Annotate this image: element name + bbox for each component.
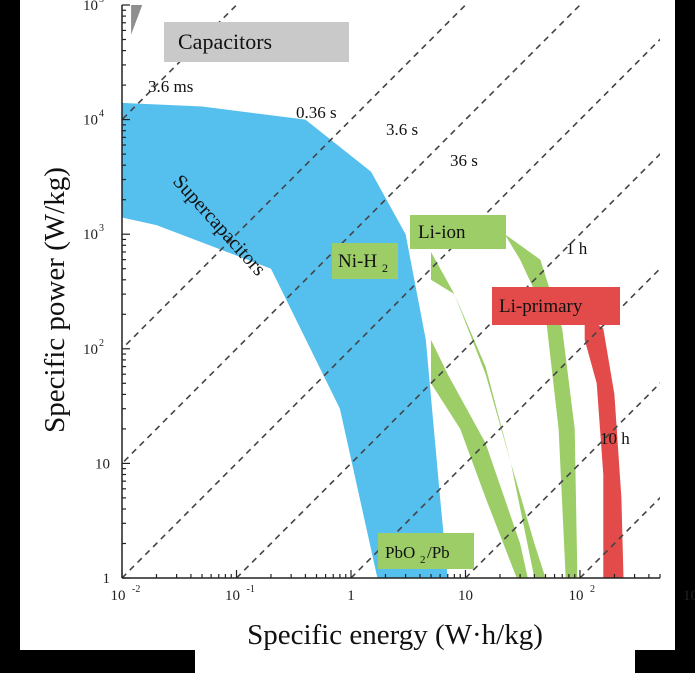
time-label-1: 0.36 s xyxy=(296,103,337,122)
time-line-4 xyxy=(235,152,660,578)
li-ion-label-box xyxy=(410,215,506,249)
region-supercapacitors xyxy=(122,102,448,578)
x-tick-label: 10 xyxy=(683,588,695,604)
y-tick-exponent: 5 xyxy=(99,0,104,5)
time-line-0 xyxy=(122,5,238,121)
time-label-4: 1 h xyxy=(566,239,588,258)
y-axis-title: Specific power (W/kg) xyxy=(39,167,71,433)
time-line-2 xyxy=(122,5,581,465)
region-capacitors xyxy=(131,5,143,35)
li-ion-label: Li-ion xyxy=(418,222,466,243)
x-axis-title: Specific energy (W·h/kg) xyxy=(247,619,543,651)
y-tick-exponent: 4 xyxy=(99,109,104,120)
li-primary-label: Li-primary xyxy=(499,296,583,317)
y-tick-label: 10 xyxy=(83,342,98,358)
x-tick-label: 1 xyxy=(347,588,355,604)
time-line-1 xyxy=(122,5,467,350)
y-tick-exponent: 3 xyxy=(99,223,104,234)
region-ni-h xyxy=(431,252,546,578)
time-label-5: 10 h xyxy=(600,429,630,448)
y-tick-label: 10 xyxy=(95,456,110,472)
x-tick-label: 10 xyxy=(458,588,473,604)
y-tick-exponent: 2 xyxy=(99,338,104,349)
bottom-white-strip xyxy=(195,650,635,673)
pbo2-pb-subscript: 2 xyxy=(420,554,426,566)
li-primary-label-box xyxy=(492,287,620,325)
bottom-black-band xyxy=(20,650,195,673)
region-li-primary xyxy=(584,314,624,578)
x-tick-exponent: -2 xyxy=(132,584,140,595)
x-tick-exponent: 2 xyxy=(590,584,595,595)
capacitors-label-box xyxy=(164,22,349,62)
region-li-ion xyxy=(504,234,578,578)
y-tick-label: 10 xyxy=(83,0,98,14)
x-tick-label: 10 xyxy=(111,588,126,604)
y-tick-label: 10 xyxy=(83,113,98,129)
time-label-2: 3.6 s xyxy=(386,120,418,139)
pbo2-pb-label-box xyxy=(378,533,474,569)
y-tick-label: 1 xyxy=(103,571,111,587)
x-tick-label: 10 xyxy=(225,588,240,604)
capacitors-label: Capacitors xyxy=(178,29,272,54)
pbo2-pb-label: PbO xyxy=(385,543,415,562)
ni-h2-label: Ni-H xyxy=(338,251,377,272)
ni-h2-subscript: 2 xyxy=(382,261,388,275)
region-pbo xyxy=(431,339,528,578)
x-tick-label: 10 xyxy=(568,588,583,604)
time-line-6 xyxy=(464,382,660,578)
ni-h2-label-box xyxy=(332,243,398,279)
time-line-3 xyxy=(122,38,660,578)
time-label-0: 3.6 ms xyxy=(148,77,193,96)
time-line-5 xyxy=(350,267,660,578)
pbo2-pb-suffix: /Pb xyxy=(427,543,450,562)
y-tick-label: 10 xyxy=(83,227,98,243)
x-tick-exponent: -1 xyxy=(246,584,254,595)
time-label-3: 36 s xyxy=(450,151,478,170)
